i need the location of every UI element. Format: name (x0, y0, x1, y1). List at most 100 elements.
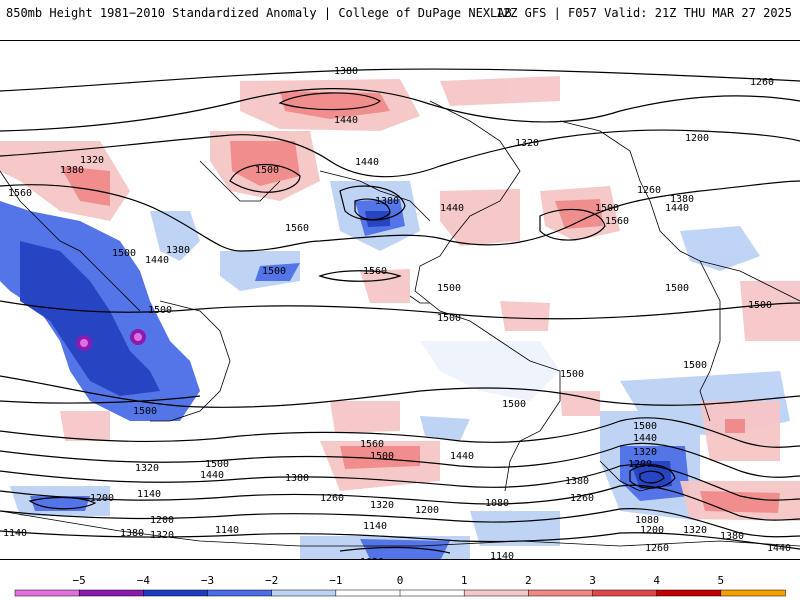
contour-label: 1500 (205, 459, 229, 470)
contour-label: 1380 (720, 531, 744, 542)
contour-label: 1320 (633, 447, 657, 458)
contour-label: 1200 (415, 505, 439, 516)
colorbar-swatch (143, 589, 209, 597)
contour-label: 1500 (148, 305, 172, 316)
contour-label: 1440 (767, 543, 791, 554)
colorbar: −5 −4 −3 −2 −1 0 1 2 3 4 5 (14, 574, 786, 597)
contour-label: 1320 (370, 500, 394, 511)
colorbar-swatch (656, 589, 722, 597)
colorbar-swatch (528, 589, 594, 597)
contour-label: 1200 (640, 525, 664, 536)
storm-markers (76, 329, 146, 351)
contour-label: 1140 (215, 525, 239, 536)
contour-label: 1500 (665, 283, 689, 294)
contour-label: 1380 (60, 165, 84, 176)
colorbar-tick-label: 5 (718, 574, 725, 587)
positive-anomaly-shading (0, 76, 800, 521)
contour-label: 1500 (595, 203, 619, 214)
contour-label: 1320 (80, 155, 104, 166)
contour-label: 1440 (145, 255, 169, 266)
contour-label: 1440 (334, 115, 358, 126)
colorbar-swatch (335, 589, 401, 597)
contour-label: 1260 (637, 185, 661, 196)
contour-label: 1320 (135, 463, 159, 474)
contour-label: 1500 (437, 313, 461, 324)
colorbar-tick-label: −2 (265, 574, 278, 587)
contour-label: 1440 (355, 157, 379, 168)
contour-label: 1140 (137, 489, 161, 500)
contour-label: 1320 (515, 138, 539, 149)
height-contours (0, 68, 800, 554)
contour-label: 1380 (285, 473, 309, 484)
contour-label: 1500 (437, 283, 461, 294)
contour-label: 1200 (90, 493, 114, 504)
colorbar-tick-label: 1 (461, 574, 468, 587)
contour-label: 1500 (370, 451, 394, 462)
colorbar-tick-label: −5 (73, 574, 86, 587)
colorbar-swatch (720, 589, 786, 597)
colorbar-swatch (399, 589, 465, 597)
contour-label: 1260 (320, 493, 344, 504)
colorbar-swatch (14, 589, 80, 597)
contour-label: 1080 (635, 515, 659, 526)
colorbar-swatch (78, 589, 145, 597)
colorbar-tick-label: 2 (525, 574, 532, 587)
contour-label: 1260 (645, 543, 669, 554)
contour-label: 1260 (570, 493, 594, 504)
contour-label: 1380 (334, 66, 358, 77)
contour-label: 1200 (150, 515, 174, 526)
colorbar-swatch (592, 589, 658, 597)
colorbar-swatch (207, 589, 273, 597)
colorbar-swatch (463, 589, 530, 597)
contour-label: 1440 (200, 470, 224, 481)
contour-label: 1440 (450, 451, 474, 462)
colorbar-tick-label: −3 (201, 574, 214, 587)
contour-label: 1320 (683, 525, 707, 536)
contour-label: 1500 (683, 360, 707, 371)
contour-label: 1260 (750, 77, 774, 88)
colorbar-tick-label: 0 (397, 574, 404, 587)
contour-label: 1440 (633, 433, 657, 444)
map-title: 850mb Height 1981−2010 Standardized Anom… (6, 6, 512, 20)
colorbar-tick-label: 4 (653, 574, 660, 587)
contour-label: 1080 (330, 558, 354, 560)
contour-label: 1560 (8, 188, 32, 199)
contour-label: 1500 (560, 369, 584, 380)
contour-label: 1200 (628, 459, 652, 470)
contour-label: 1200 (685, 133, 709, 144)
contour-label: 1380 (120, 528, 144, 539)
contour-label: 1500 (262, 266, 286, 277)
model-run-info: 12Z GFS | F057 Valid: 21Z THU MAR 27 202… (495, 6, 792, 20)
contour-label: 1440 (665, 203, 689, 214)
contour-label: 1500 (255, 165, 279, 176)
contour-label: 1380 (565, 476, 589, 487)
contour-label: 1500 (633, 421, 657, 432)
contour-label: 1500 (112, 248, 136, 259)
contour-label: 1500 (133, 406, 157, 417)
contour-label: 1560 (605, 216, 629, 227)
contour-label: 1380 (375, 196, 399, 207)
contour-label: 1560 (360, 439, 384, 450)
contour-label: 1140 (490, 551, 514, 560)
contour-label: 1380 (166, 245, 190, 256)
colorbar-tick-label: −1 (329, 574, 342, 587)
coastlines (0, 100, 800, 547)
colorbar-tick-label: −4 (137, 574, 151, 587)
contour-label: 1560 (285, 223, 309, 234)
contour-label: 1500 (502, 399, 526, 410)
contour-label: 1020 (360, 557, 384, 560)
contour-labels: 1380 1440 1320 1260 1200 1320 1380 1560 … (3, 66, 791, 560)
colorbar-swatches (14, 589, 786, 597)
contour-label: 1320 (150, 530, 174, 541)
contour-label: 1500 (748, 300, 772, 311)
colorbar-swatch (271, 589, 337, 597)
contour-label: 1560 (363, 266, 387, 277)
contour-label: 1080 (485, 498, 509, 509)
contour-label: 1440 (440, 203, 464, 214)
contour-label: 1140 (363, 521, 387, 532)
negative-anomaly-shading (0, 181, 790, 559)
contour-label: 1140 (3, 528, 27, 539)
colorbar-tick-label: 3 (589, 574, 596, 587)
contour-label: 1380 (670, 194, 694, 205)
anomaly-map: 1380 1440 1320 1260 1200 1320 1380 1560 … (0, 40, 800, 560)
